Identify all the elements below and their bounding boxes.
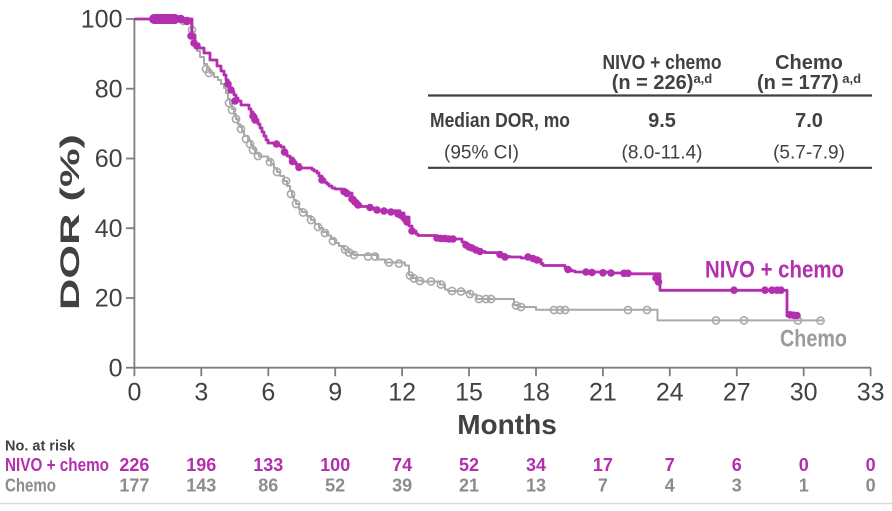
svg-text:133: 133 [253, 455, 283, 475]
svg-text:(5.7-7.9): (5.7-7.9) [773, 143, 845, 164]
svg-text:34: 34 [526, 455, 546, 475]
svg-text:0: 0 [866, 455, 876, 475]
svg-text:NIVO + chemo: NIVO + chemo [705, 257, 844, 284]
svg-text:15: 15 [455, 379, 483, 407]
svg-text:74: 74 [392, 455, 412, 475]
svg-text:100: 100 [320, 455, 350, 475]
svg-text:21: 21 [589, 379, 617, 407]
svg-text:196: 196 [186, 455, 216, 475]
svg-text:17: 17 [593, 455, 613, 475]
svg-text:100: 100 [81, 6, 123, 34]
svg-text:7: 7 [665, 455, 675, 475]
svg-text:3: 3 [194, 379, 208, 407]
svg-text:(n = 226)a,d: (n = 226)a,d [612, 71, 713, 94]
svg-text:Median DOR, mo: Median DOR, mo [430, 110, 570, 132]
svg-text:39: 39 [392, 476, 412, 496]
svg-text:0: 0 [866, 476, 876, 496]
svg-text:52: 52 [459, 455, 479, 475]
svg-text:33: 33 [857, 379, 885, 407]
svg-text:Chemo: Chemo [5, 476, 56, 496]
svg-text:12: 12 [388, 379, 416, 407]
svg-text:0: 0 [109, 354, 123, 382]
svg-text:7.0: 7.0 [795, 110, 823, 132]
svg-text:9.5: 9.5 [648, 110, 676, 132]
svg-text:13: 13 [526, 476, 546, 496]
svg-text:0: 0 [127, 379, 141, 407]
svg-text:Chemo: Chemo [775, 52, 843, 74]
svg-text:177: 177 [119, 476, 149, 496]
svg-text:21: 21 [459, 476, 479, 496]
svg-text:(95% CI): (95% CI) [444, 143, 519, 164]
svg-text:DOR (%): DOR (%) [55, 134, 85, 310]
svg-text:NIVO + chemo: NIVO + chemo [5, 455, 109, 475]
svg-text:143: 143 [186, 476, 216, 496]
svg-text:86: 86 [258, 476, 278, 496]
svg-text:0: 0 [799, 455, 809, 475]
svg-text:24: 24 [656, 379, 684, 407]
svg-text:(n = 177) a,d: (n = 177) a,d [757, 71, 861, 94]
svg-text:(8.0-11.4): (8.0-11.4) [622, 143, 703, 164]
svg-text:1: 1 [799, 476, 809, 496]
svg-text:Months: Months [457, 409, 557, 440]
svg-text:NIVO + chemo: NIVO + chemo [603, 52, 722, 74]
svg-text:52: 52 [325, 476, 345, 496]
svg-text:6: 6 [732, 455, 742, 475]
svg-text:30: 30 [790, 379, 818, 407]
svg-text:Chemo: Chemo [780, 326, 847, 353]
svg-text:226: 226 [119, 455, 149, 475]
svg-text:6: 6 [261, 379, 275, 407]
svg-text:7: 7 [598, 476, 608, 496]
svg-text:4: 4 [665, 476, 675, 496]
svg-text:9: 9 [328, 379, 342, 407]
svg-text:No. at risk: No. at risk [5, 439, 76, 455]
svg-text:80: 80 [95, 75, 123, 103]
svg-text:40: 40 [95, 215, 123, 243]
svg-text:18: 18 [522, 379, 550, 407]
svg-text:60: 60 [95, 145, 123, 173]
svg-text:20: 20 [95, 285, 123, 313]
svg-text:27: 27 [723, 379, 751, 407]
svg-text:3: 3 [732, 476, 742, 496]
